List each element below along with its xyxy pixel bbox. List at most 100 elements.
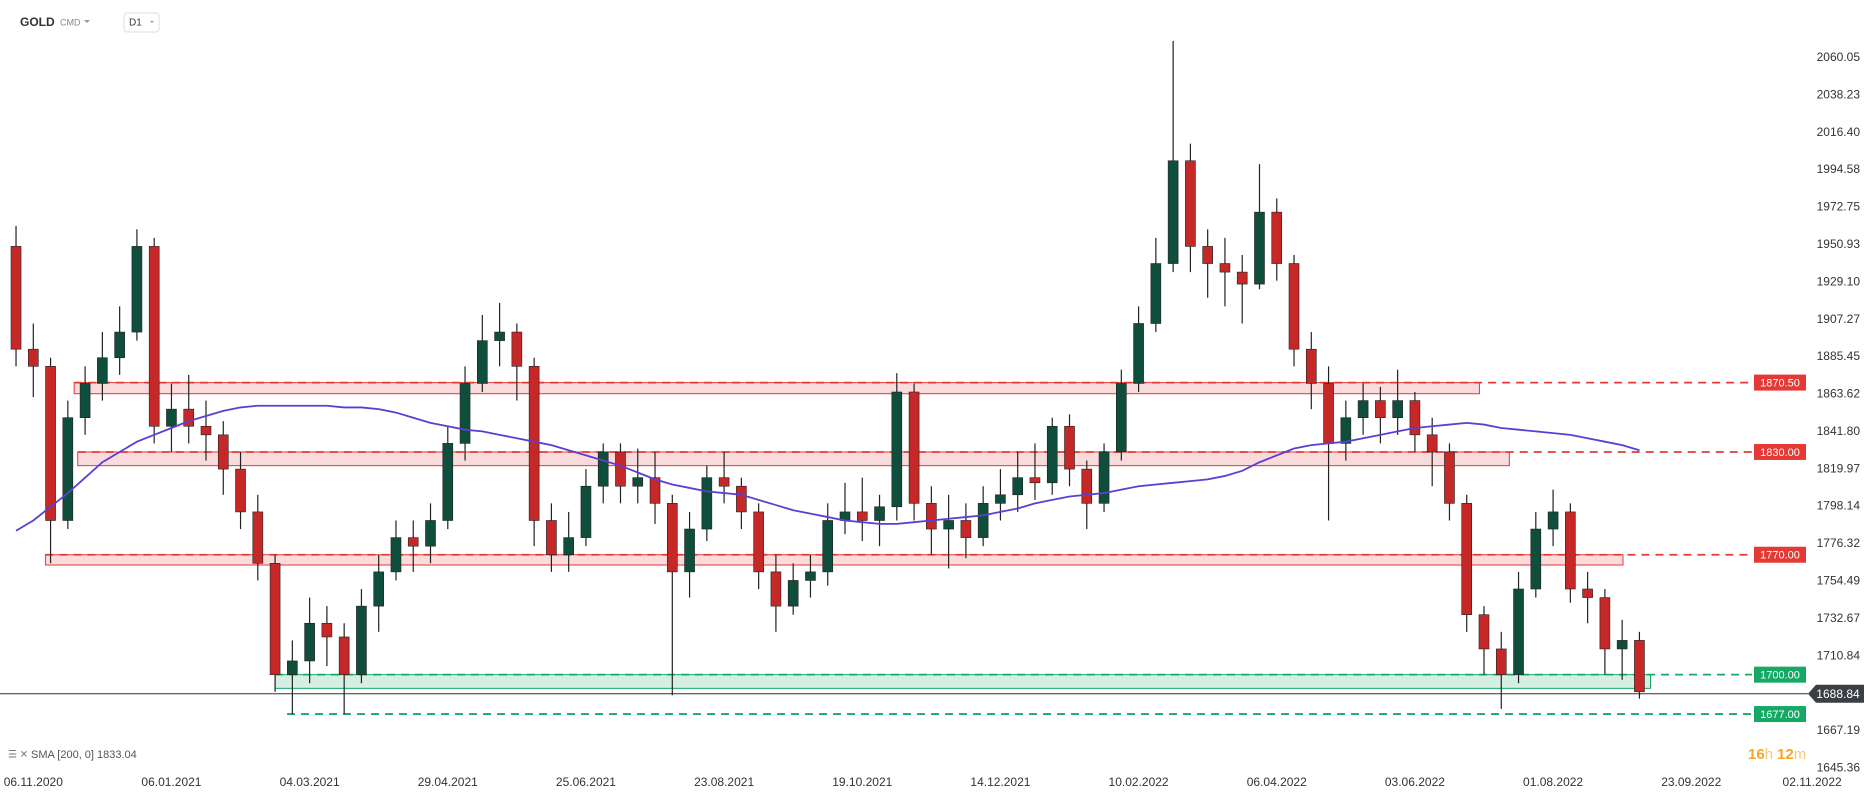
y-tick-label: 1885.45	[1817, 349, 1861, 363]
candle-body	[1513, 588, 1524, 675]
candle-body	[235, 468, 246, 513]
candle-body	[79, 383, 91, 419]
candle-body	[1392, 400, 1403, 419]
candle-body	[1530, 528, 1542, 590]
candle-body	[304, 622, 315, 662]
x-tick-label: 29.04.2021	[418, 775, 478, 789]
level-label-box	[1754, 374, 1806, 391]
y-tick-label: 1819.97	[1817, 461, 1861, 475]
candle-body	[217, 434, 229, 470]
candle-body	[338, 636, 350, 675]
candle-body	[1565, 511, 1576, 590]
candle-body	[1081, 468, 1093, 504]
level-label: 1830.00	[1760, 447, 1800, 459]
candle-body	[1012, 477, 1024, 496]
candle-body	[1150, 263, 1162, 324]
candle-body	[1202, 246, 1213, 264]
candle-body	[166, 408, 177, 427]
market: CMD	[60, 17, 81, 27]
candle-body	[10, 246, 22, 350]
candle-body	[1046, 425, 1058, 484]
y-tick-label: 1950.93	[1817, 237, 1861, 251]
candle-body	[977, 503, 989, 538]
candle-body	[528, 366, 540, 521]
candle-body	[356, 605, 367, 675]
dropdown-caret[interactable]	[150, 21, 154, 23]
candle-body	[269, 563, 281, 675]
y-tick-label: 2060.05	[1817, 50, 1861, 64]
candle-body	[805, 571, 816, 581]
zone-box	[44, 554, 1624, 566]
candle-body	[45, 366, 56, 521]
candle-body	[1098, 451, 1110, 504]
x-tick-label: 04.03.2021	[280, 775, 340, 789]
candle-body	[1219, 263, 1231, 273]
candle-body	[407, 537, 419, 547]
y-tick-label: 1863.62	[1817, 387, 1861, 401]
x-tick-label: 14.12.2021	[970, 775, 1030, 789]
candle-body	[459, 383, 471, 444]
candle-body	[822, 520, 834, 573]
y-tick-label: 2038.23	[1817, 87, 1861, 101]
candle-body	[1357, 400, 1369, 419]
candle-body	[1323, 383, 1334, 444]
candle-body	[494, 331, 505, 341]
candle-body	[960, 520, 972, 538]
candle-body	[597, 451, 609, 487]
y-tick-label: 1994.58	[1817, 162, 1861, 176]
x-tick-label: 06.01.2021	[141, 775, 201, 789]
candle-body	[1461, 503, 1473, 615]
candle-body	[1288, 263, 1300, 350]
indicator-icons[interactable]: ☰ ✕	[8, 750, 28, 761]
dropdown-caret[interactable]	[84, 20, 90, 23]
level-label: 1870.50	[1760, 377, 1800, 389]
candle-body	[926, 503, 937, 530]
candle-body	[1444, 451, 1455, 504]
candle-body	[546, 520, 557, 556]
candle-body	[580, 485, 592, 538]
x-tick-label: 06.04.2022	[1247, 775, 1307, 789]
candle-body	[1133, 323, 1144, 384]
x-tick-label: 10.02.2022	[1109, 775, 1169, 789]
sma-value: 1833.04	[97, 749, 137, 761]
candle-body	[148, 246, 160, 427]
candle-body	[62, 417, 74, 521]
candle-body	[183, 408, 195, 427]
plot-area: 2060.05 2038.23 2016.40 1994.58 1972.75 1950.…	[0, 40, 1864, 789]
interval[interactable]: D1	[129, 18, 142, 29]
candle-body	[511, 331, 523, 367]
candle-body	[1478, 614, 1490, 650]
zone-box	[274, 674, 1651, 689]
y-tick-label: 1645.36	[1817, 760, 1861, 774]
candle-body	[425, 520, 436, 547]
timer-h: h	[1765, 746, 1773, 763]
x-tick-label: 03.06.2022	[1385, 775, 1445, 789]
candle-body	[943, 520, 954, 530]
timer-m: m	[1794, 746, 1807, 763]
candle-body	[114, 331, 125, 359]
candle-body	[1064, 425, 1075, 470]
candle-body	[1116, 383, 1127, 453]
y-tick-label: 1776.32	[1817, 536, 1861, 550]
x-tick-label: 02.11.2022	[1783, 775, 1842, 789]
candle-body	[442, 443, 454, 521]
level-label: 1677.00	[1760, 709, 1800, 721]
candle-body	[787, 580, 799, 607]
interval-box[interactable]	[123, 12, 160, 33]
zone-box	[73, 382, 1480, 395]
level-label-box	[1754, 546, 1806, 563]
candle-body	[1599, 597, 1611, 650]
x-tick-label: 25.06.2021	[556, 775, 616, 789]
symbol[interactable]: GOLD	[20, 15, 55, 29]
y-tick-label: 1972.75	[1817, 200, 1861, 214]
candle-body	[390, 537, 402, 573]
y-tick-label: 1732.67	[1817, 611, 1861, 625]
candle-body	[373, 571, 385, 607]
candle-body	[995, 494, 1006, 504]
candle-body	[874, 506, 885, 521]
candle-body	[477, 340, 488, 384]
candle-body	[1616, 640, 1628, 650]
candle-body	[856, 511, 868, 521]
timer-hours: 16	[1748, 746, 1765, 763]
